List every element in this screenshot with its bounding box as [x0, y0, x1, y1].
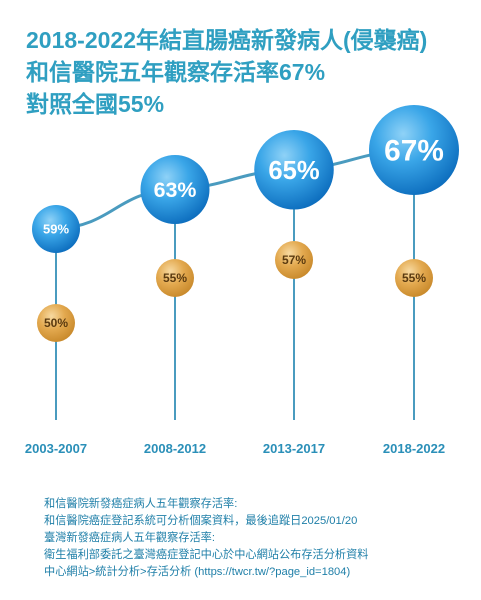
chart-title: 2018-2022年結直腸癌新發病人(侵襲癌) 和信醫院五年觀察存活率67% 對…: [26, 24, 476, 120]
hospital-bubble-2013-2017: [254, 130, 334, 210]
hospital-bubble-2008-2012: [140, 155, 210, 224]
national-value-label: 50%: [44, 316, 68, 330]
category-label: 2008-2012: [144, 441, 206, 456]
title-line-1: 2018-2022年結直腸癌新發病人(侵襲癌): [26, 27, 428, 53]
national-bubble-2008-2012: [156, 259, 194, 297]
national-value-label: 55%: [402, 271, 426, 285]
hospital-value-label: 59%: [43, 222, 69, 237]
footer-line-2: 和信醫院癌症登記系統可分析個案資料，最後追蹤日2025/01/20: [44, 515, 358, 527]
national-value-label: 55%: [163, 271, 187, 285]
national-bubble-2003-2007: [37, 304, 75, 342]
source-notes-text: 和信醫院新發癌症病人五年觀察存活率: 和信醫院癌症登記系統可分析個案資料，最後追…: [34, 496, 464, 585]
national-bubble-2013-2017: [275, 241, 313, 279]
title-line-2: 和信醫院五年觀察存活率67%: [26, 59, 326, 85]
title-line-3: 對照全國55%: [26, 91, 165, 117]
national-value-label: 57%: [282, 253, 306, 267]
footer-line-1: 和信醫院新發癌症病人五年觀察存活率:: [44, 498, 238, 510]
category-label: 2018-2022: [383, 441, 445, 456]
hospital-bubble-2003-2007: [32, 205, 80, 253]
footer-line-4: 衛生福利部委託之臺灣癌症登記中心於中心網站公布存活分析資料: [44, 549, 369, 561]
category-label: 2003-2007: [25, 441, 87, 456]
source-notes: 和信醫院新發癌症病人五年觀察存活率: 和信醫院癌症登記系統可分析個案資料，最後追…: [34, 496, 464, 585]
footer-line-3: 臺灣新發癌症病人五年觀察存活率:: [44, 532, 215, 544]
hospital-trend-line: [55, 148, 415, 231]
hospital-value-label: 65%: [268, 157, 319, 185]
national-bubble-2018-2022: [395, 259, 433, 297]
hospital-value-label: 67%: [384, 135, 444, 168]
footer-line-5: 中心網站>統計分析>存活分析 (https://twcr.tw/?page_id…: [44, 566, 351, 578]
hospital-bubble-2018-2022: [369, 105, 459, 195]
hospital-value-label: 63%: [154, 178, 197, 202]
category-label: 2013-2017: [263, 441, 325, 456]
